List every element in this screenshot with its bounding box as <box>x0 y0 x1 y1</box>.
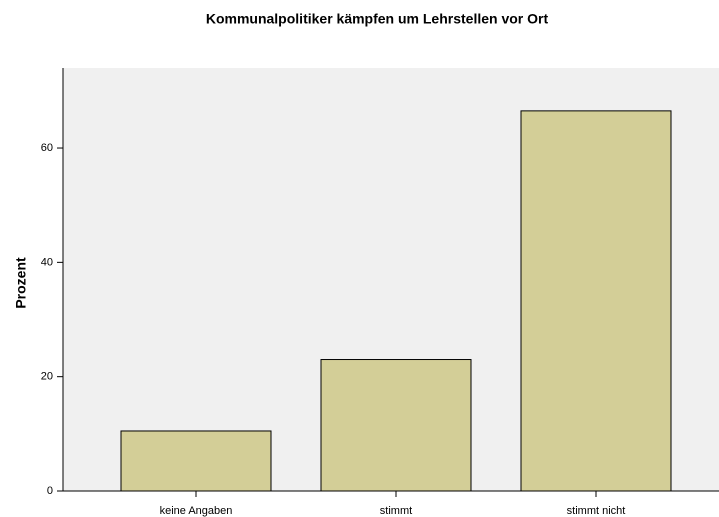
chart-title: Kommunalpolitiker kämpfen um Lehrstellen… <box>206 11 549 27</box>
x-tick-label: keine Angaben <box>160 505 233 517</box>
x-tick-label: stimmt <box>380 505 412 517</box>
bar <box>520 110 672 492</box>
x-tick-label: stimmt nicht <box>567 505 626 517</box>
bar <box>320 359 472 492</box>
y-tick-label: 0 <box>47 485 53 497</box>
bar <box>120 430 272 492</box>
y-tick-label: 60 <box>41 142 53 154</box>
y-tick-label: 40 <box>41 256 53 268</box>
y-axis-label: Prozent <box>13 257 29 309</box>
y-tick-label: 20 <box>41 371 53 383</box>
